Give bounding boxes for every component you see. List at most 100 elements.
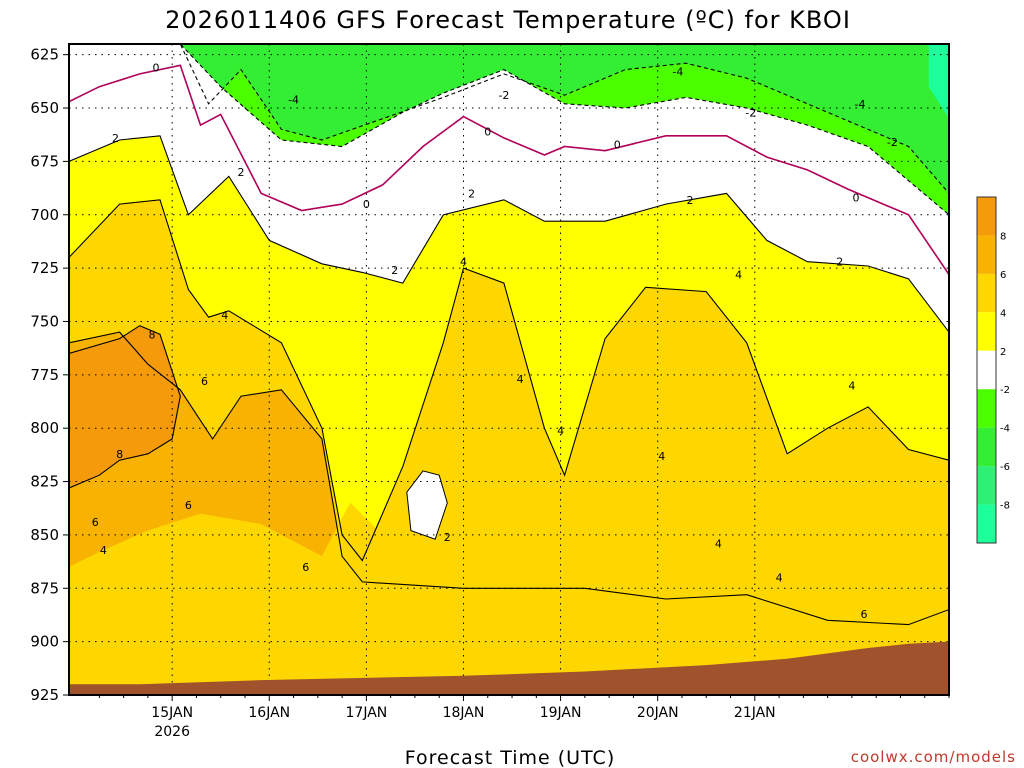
contour-label: -2 bbox=[745, 106, 756, 119]
x-tick-label: 19JAN bbox=[540, 705, 582, 721]
contour-label: 2 bbox=[112, 132, 119, 145]
contour-label: 0 bbox=[363, 198, 370, 211]
terrain-fill bbox=[69, 641, 949, 695]
colorbar-tick-label: -8 bbox=[1000, 501, 1010, 512]
y-tick-label: 900 bbox=[30, 633, 59, 651]
contour-labels: 0 -2 -4 -4 -2 -4 2 0 -2 0 2 0 2 2 0 2 4 2 4 4 8 6 4 4 4 8 4 6 6 2 4 4 6 4… bbox=[92, 61, 898, 620]
contour-label: -2 bbox=[498, 89, 509, 102]
colorbar-tick-label: 8 bbox=[1000, 231, 1006, 242]
contour-label: 6 bbox=[201, 375, 208, 388]
contour-label: 0 bbox=[614, 138, 621, 151]
colorbar-segment bbox=[977, 273, 996, 313]
contour-label: 6 bbox=[185, 499, 192, 512]
contour-label: 6 bbox=[861, 608, 868, 621]
x-tick-label: 21JAN bbox=[734, 705, 776, 721]
y-tick-label: 725 bbox=[30, 259, 59, 277]
contour-label: -4 bbox=[855, 98, 866, 111]
contour-label: 4 bbox=[658, 450, 665, 463]
x-tick-label: 20JAN bbox=[637, 705, 679, 721]
plot-frame bbox=[68, 43, 950, 696]
band-cold-pocket bbox=[406, 470, 448, 540]
x-tick-label: 15JAN bbox=[151, 705, 193, 721]
contour-label: 6 bbox=[92, 516, 99, 529]
colorbar-segment bbox=[977, 427, 996, 467]
contour-lines bbox=[69, 44, 949, 626]
x-tick-sublabel: 2026 bbox=[154, 724, 190, 740]
colorbar-frame bbox=[976, 196, 997, 544]
contour-line bbox=[69, 44, 949, 216]
colorbar-tick-label: 4 bbox=[1000, 308, 1006, 319]
contour-label: -2 bbox=[887, 136, 898, 149]
credit-link[interactable]: coolwx.com/models bbox=[851, 748, 1016, 766]
colorbar-segment bbox=[977, 197, 996, 236]
terrain-layer bbox=[69, 641, 949, 695]
contour-label: 2 bbox=[687, 194, 694, 207]
y-axis: 625 650 675 700 725 750 775 800 825 850 875 900 925 bbox=[30, 46, 69, 704]
contour-label: 4 bbox=[557, 424, 564, 437]
colorbar-segment bbox=[977, 389, 996, 428]
y-tick-label: 800 bbox=[30, 419, 59, 437]
contour-label: 2 bbox=[468, 187, 475, 200]
chart-title: 2026011406 GFS Forecast Temperature (ºC)… bbox=[165, 6, 851, 34]
contour-label: -4 bbox=[288, 93, 299, 106]
contour-label: 6 bbox=[302, 561, 309, 574]
colorbar-segment bbox=[977, 350, 996, 390]
contour-label: 4 bbox=[517, 373, 524, 386]
contour-label: 4 bbox=[715, 537, 722, 550]
y-tick-label: 700 bbox=[30, 206, 59, 224]
colorbar-segment bbox=[977, 504, 996, 543]
y-tick-label: 825 bbox=[30, 473, 59, 491]
contour-label: 0 bbox=[484, 126, 491, 139]
colorbar: 8 6 4 2 -2 -4 -6 -8 bbox=[976, 196, 1010, 544]
contour-label: -4 bbox=[672, 66, 683, 79]
y-tick-label: 925 bbox=[30, 686, 59, 704]
y-tick-label: 625 bbox=[30, 46, 59, 64]
contour-label: 2 bbox=[237, 166, 244, 179]
temperature-bands bbox=[69, 44, 949, 695]
x-tick-label: 16JAN bbox=[248, 705, 290, 721]
contour-label: 4 bbox=[776, 572, 783, 585]
colorbar-tick-label: -6 bbox=[1000, 462, 1010, 473]
x-tick-label: 17JAN bbox=[346, 705, 388, 721]
x-axis-label: Forecast Time (UTC) bbox=[405, 747, 615, 768]
x-tick-label: 18JAN bbox=[443, 705, 485, 721]
contour-label: 4 bbox=[460, 256, 467, 269]
contour-label: 8 bbox=[148, 328, 155, 341]
y-tick-label: 650 bbox=[30, 99, 59, 117]
contour-label: 2 bbox=[391, 264, 398, 277]
contour-label: 4 bbox=[221, 309, 228, 322]
y-tick-label: 875 bbox=[30, 579, 59, 597]
contour-label: 2 bbox=[836, 256, 843, 269]
contour-label: 8 bbox=[116, 448, 123, 461]
y-tick-label: 675 bbox=[30, 152, 59, 170]
band-below-minus8 bbox=[928, 44, 949, 119]
colorbar-tick-label: -4 bbox=[1000, 424, 1010, 435]
colorbar-segment bbox=[977, 466, 996, 505]
contour-label: 4 bbox=[848, 380, 855, 393]
colorbar-segment bbox=[977, 235, 996, 274]
y-tick-label: 850 bbox=[30, 526, 59, 544]
contour-line bbox=[69, 64, 949, 275]
contour-line bbox=[69, 325, 181, 489]
contour-line bbox=[69, 135, 949, 333]
contour-line bbox=[69, 331, 949, 626]
band-6-to-8 bbox=[69, 332, 949, 625]
colorbar-segment bbox=[977, 312, 996, 351]
colorbar-tick-label: 6 bbox=[1000, 270, 1006, 281]
band-above-8 bbox=[69, 325, 181, 488]
contour-label: 4 bbox=[100, 544, 107, 557]
contour-line bbox=[69, 199, 949, 562]
contour-line bbox=[69, 44, 949, 194]
contour-label: 0 bbox=[852, 192, 859, 205]
contour-label: 0 bbox=[152, 61, 159, 74]
y-tick-label: 750 bbox=[30, 312, 59, 330]
grid-lines bbox=[69, 44, 949, 695]
contour-label: 2 bbox=[444, 531, 451, 544]
band-near-surface bbox=[69, 502, 949, 695]
contour-label: 4 bbox=[735, 269, 742, 282]
colorbar-tick-label: -2 bbox=[1000, 385, 1010, 396]
colorbar-tick-label: 2 bbox=[1000, 347, 1006, 358]
y-tick-label: 775 bbox=[30, 366, 59, 384]
x-axis: 15JAN 2026 16JAN 17JAN 18JAN 19JAN 20JAN 21JAN bbox=[98, 695, 950, 740]
